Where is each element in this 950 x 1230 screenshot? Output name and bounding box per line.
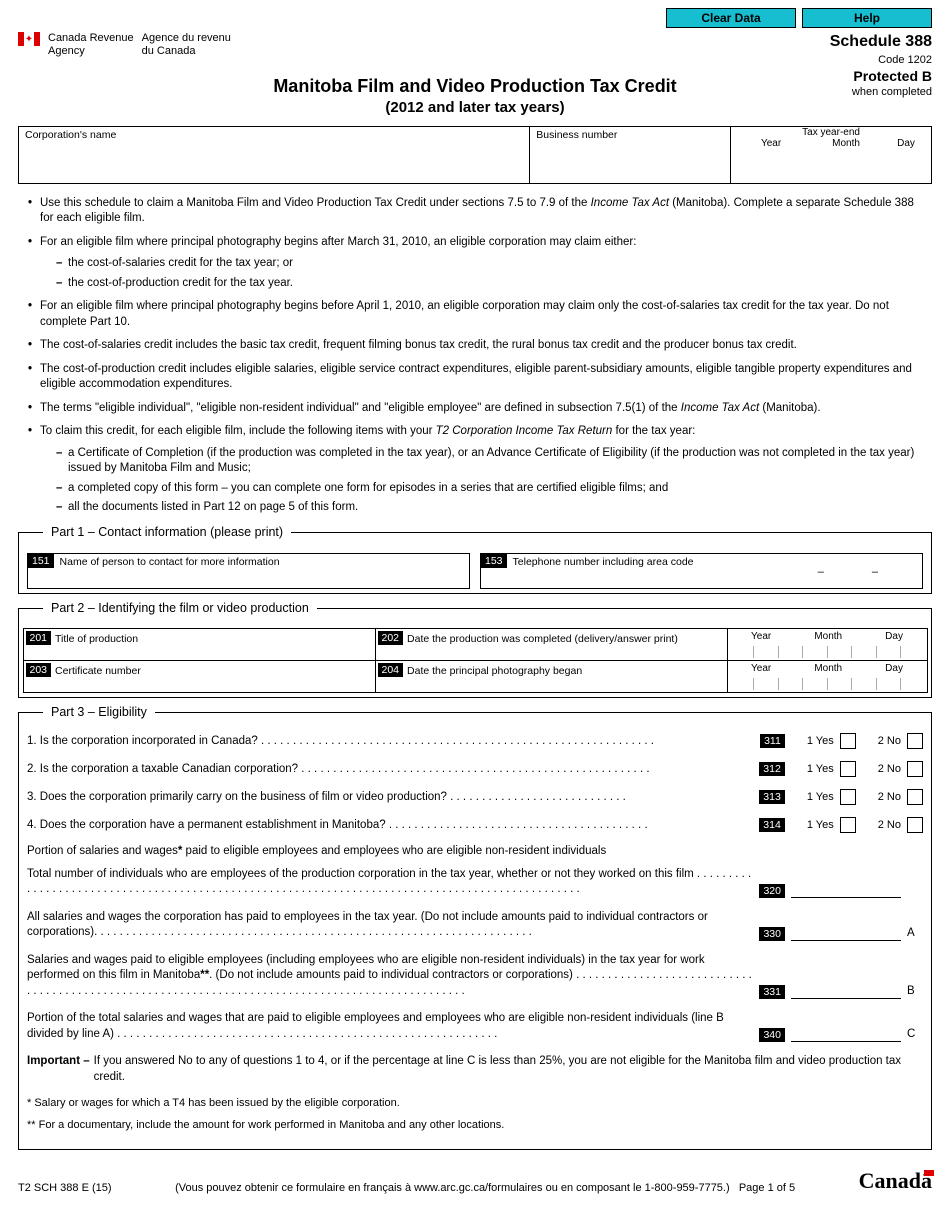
- agency-en-line2: Agency: [48, 45, 134, 58]
- date-202[interactable]: YearMonthDay: [727, 628, 928, 661]
- help-button[interactable]: Help: [802, 8, 932, 28]
- tax-year-end-label: Tax year-end: [731, 127, 931, 138]
- letter-C: C: [907, 1028, 923, 1042]
- part2-box: Part 2 – Identifying the film or video p…: [18, 608, 932, 698]
- code-330: 330: [759, 927, 785, 941]
- label-151: Name of person to contact for more infor…: [54, 554, 469, 570]
- part2-title: Part 2 – Identifying the film or video p…: [43, 601, 317, 615]
- input-320[interactable]: [791, 882, 901, 898]
- footnote-2: ** For a documentary, include the amount…: [27, 1118, 923, 1133]
- field-204[interactable]: 204Date the principal photography began: [375, 660, 728, 693]
- code-153: 153: [481, 554, 507, 568]
- q1-yes-checkbox[interactable]: [840, 733, 856, 749]
- page-title: Manitoba Film and Video Production Tax C…: [18, 76, 932, 97]
- agency-fr-line1: Agence du revenu: [142, 32, 231, 45]
- page-subtitle: (2012 and later tax years): [18, 99, 932, 116]
- date-204[interactable]: YearMonthDay: [727, 660, 928, 693]
- letter-A: A: [907, 927, 923, 941]
- letter-B: B: [907, 985, 923, 999]
- field-151[interactable]: 151 Name of person to contact for more i…: [27, 553, 470, 589]
- corp-name-label: Corporation's name: [25, 129, 116, 141]
- q2-yes-checkbox[interactable]: [840, 761, 856, 777]
- canada-flag-icon: ✦: [18, 32, 40, 46]
- code-312: 312: [759, 762, 785, 776]
- month-label: Month: [811, 138, 881, 149]
- part3-box: Part 3 – Eligibility 1. Is the corporati…: [18, 712, 932, 1150]
- day-label: Day: [881, 138, 931, 149]
- q3-yes-checkbox[interactable]: [840, 789, 856, 805]
- q4-no-checkbox[interactable]: [907, 817, 923, 833]
- q3-no-checkbox[interactable]: [907, 789, 923, 805]
- q4-yes-checkbox[interactable]: [840, 817, 856, 833]
- protected-label: Protected B: [830, 67, 932, 85]
- schedule-info: Schedule 388 Code 1202 Protected B when …: [830, 32, 932, 100]
- agency-identifier: ✦ Canada Revenue Agency Agence du revenu…: [18, 32, 231, 58]
- input-331[interactable]: [791, 983, 901, 999]
- part3-title: Part 3 – Eligibility: [43, 705, 155, 719]
- input-330[interactable]: [791, 925, 901, 941]
- code-340: 340: [759, 1028, 785, 1042]
- field-201[interactable]: 201Title of production: [23, 628, 376, 661]
- part1-box: Part 1 – Contact information (please pri…: [18, 532, 932, 594]
- schedule-number: Schedule 388: [830, 32, 932, 53]
- code-311: 311: [760, 734, 785, 748]
- corporation-info-table: Corporation's name Business number Tax y…: [18, 126, 932, 184]
- code-320: 320: [759, 884, 785, 898]
- canada-wordmark: Canadä: [859, 1168, 932, 1194]
- field-202[interactable]: 202Date the production was completed (de…: [375, 628, 728, 661]
- clear-data-button[interactable]: Clear Data: [666, 8, 796, 28]
- field-153[interactable]: 153 Telephone number including area code…: [480, 553, 923, 589]
- year-label: Year: [731, 138, 811, 149]
- part1-title: Part 1 – Contact information (please pri…: [43, 525, 291, 539]
- field-203[interactable]: 203Certificate number: [23, 660, 376, 693]
- code-331: 331: [759, 985, 785, 999]
- instructions-list: Use this schedule to claim a Manitoba Fi…: [18, 196, 932, 516]
- code-313: 313: [759, 790, 785, 804]
- q1-no-checkbox[interactable]: [907, 733, 923, 749]
- footnote-1: * Salary or wages for which a T4 has bee…: [27, 1096, 923, 1111]
- agency-fr-line2: du Canada: [142, 45, 231, 58]
- portion-heading: Portion of salaries and wages* paid to e…: [27, 845, 923, 857]
- french-availability-note: (Vous pouvez obtenir ce formulaire en fr…: [112, 1182, 859, 1194]
- code-151: 151: [28, 554, 54, 568]
- q2-no-checkbox[interactable]: [907, 761, 923, 777]
- input-340[interactable]: [791, 1026, 901, 1042]
- code-314: 314: [759, 818, 785, 832]
- agency-en-line1: Canada Revenue: [48, 32, 134, 45]
- form-id: T2 SCH 388 E (15): [18, 1182, 112, 1194]
- business-number-label: Business number: [536, 129, 617, 141]
- important-note: Important – If you answered No to any of…: [27, 1054, 923, 1085]
- protected-when: when completed: [830, 85, 932, 99]
- schedule-code: Code 1202: [830, 53, 932, 67]
- label-153: Telephone number including area code: [507, 554, 814, 570]
